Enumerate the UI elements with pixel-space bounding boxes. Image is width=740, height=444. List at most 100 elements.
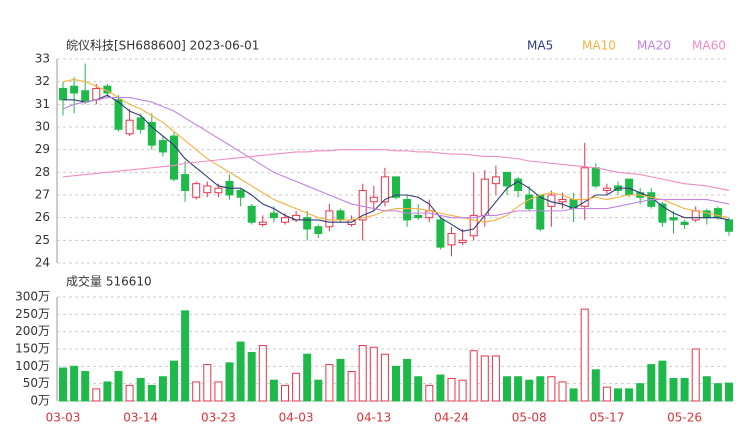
candle-body — [480, 178, 489, 216]
candle-body — [158, 140, 167, 153]
volume-title: 成交量 516610 — [66, 274, 152, 289]
volume-bar — [103, 381, 112, 402]
candle-body — [125, 119, 134, 135]
candle-body — [625, 178, 634, 196]
ma-line — [62, 78, 730, 223]
volume-bar — [214, 381, 223, 402]
candle-body — [414, 214, 423, 219]
x-tick-label: 04-03 — [279, 411, 314, 425]
volume-bar — [114, 371, 123, 402]
volume-bar — [669, 377, 678, 402]
volume-bar — [192, 381, 201, 402]
volume-bar — [147, 384, 156, 402]
x-tick-label: 05-17 — [589, 411, 624, 425]
y-tick-label: 28 — [35, 165, 50, 179]
volume-bar — [458, 379, 467, 402]
volume-bar — [136, 377, 145, 402]
volume-bar — [347, 371, 356, 402]
candle-body — [336, 210, 345, 221]
candle-body — [114, 99, 123, 130]
y-tick-label: 50万 — [23, 376, 50, 390]
candle-body — [380, 176, 389, 203]
candle-body — [558, 199, 567, 203]
volume-bar — [447, 377, 456, 402]
volume-bar — [392, 365, 400, 402]
volume-bar — [258, 345, 267, 402]
volume-bar — [81, 371, 90, 402]
volume-bar — [713, 383, 722, 402]
volume-bar — [536, 376, 545, 402]
candle-body — [458, 239, 467, 244]
candle-body — [247, 205, 256, 223]
candle-body — [203, 185, 212, 194]
volume-bar — [558, 381, 567, 402]
volume-bar — [292, 372, 301, 402]
volume-bar — [647, 364, 656, 402]
candle-body — [147, 121, 156, 146]
volume-bar — [625, 388, 634, 402]
x-tick-label: 04-13 — [356, 411, 391, 425]
volume-bar — [469, 350, 478, 402]
candle-body — [525, 194, 534, 210]
volume-bar — [269, 379, 278, 402]
legend-entry: MA5 — [527, 39, 553, 53]
volume-bar — [569, 388, 578, 402]
y-tick-label: 32 — [35, 74, 50, 88]
volume-bar — [702, 376, 711, 402]
legend-entry: MA60 — [692, 39, 726, 53]
volume-bar — [158, 376, 167, 402]
y-tick-label: 200万 — [15, 324, 50, 338]
candle-body — [192, 183, 201, 198]
x-tick-label: 03-03 — [46, 411, 81, 425]
y-tick-label: 24 — [35, 256, 50, 270]
candle-body — [602, 187, 611, 191]
volume-bar — [691, 348, 700, 402]
volume-bar — [658, 360, 667, 402]
candle-body — [469, 214, 478, 237]
volume-bar — [181, 310, 190, 402]
volume-bar — [325, 364, 334, 402]
candle-body — [392, 176, 400, 198]
candle-body — [170, 135, 178, 180]
x-tick-label: 04-24 — [434, 411, 469, 425]
y-tick-label: 100万 — [15, 359, 50, 373]
x-tick-label: 03-14 — [123, 411, 158, 425]
candle-body — [436, 219, 445, 248]
volume-bar — [614, 388, 622, 402]
x-tick-label: 05-26 — [667, 411, 702, 425]
candle-body — [281, 217, 289, 223]
candle-body — [691, 210, 700, 221]
volume-bar — [70, 365, 79, 402]
volume-bar — [170, 360, 178, 402]
candle-body — [702, 210, 711, 219]
x-tick-label: 05-08 — [512, 411, 547, 425]
candle-body — [669, 217, 678, 221]
volume-bar — [580, 308, 589, 402]
volume-bar — [547, 376, 556, 402]
volume-bar — [602, 386, 611, 402]
volume-bar — [380, 353, 389, 402]
volume-bar — [414, 376, 423, 402]
x-tick-label: 03-23 — [201, 411, 236, 425]
candle-body — [314, 226, 323, 235]
candle-body — [269, 212, 278, 219]
volume-bar — [59, 367, 67, 402]
ma-line — [62, 149, 730, 192]
y-tick-label: 29 — [35, 142, 50, 156]
y-tick-label: 0万 — [30, 394, 50, 408]
candle-body — [181, 174, 190, 191]
y-tick-label: 27 — [35, 188, 50, 202]
volume-bar — [369, 346, 378, 402]
volume-bar — [336, 358, 345, 402]
ma-line — [62, 96, 730, 219]
legend-entry: MA10 — [582, 39, 616, 53]
y-tick-label: 31 — [35, 97, 50, 111]
candle-body — [303, 217, 312, 230]
candle-body — [236, 189, 245, 198]
y-tick-label: 25 — [35, 233, 50, 247]
volume-bar — [525, 379, 534, 402]
y-tick-label: 33 — [35, 52, 50, 66]
candle-body — [447, 233, 456, 246]
volume-bar — [247, 351, 256, 402]
